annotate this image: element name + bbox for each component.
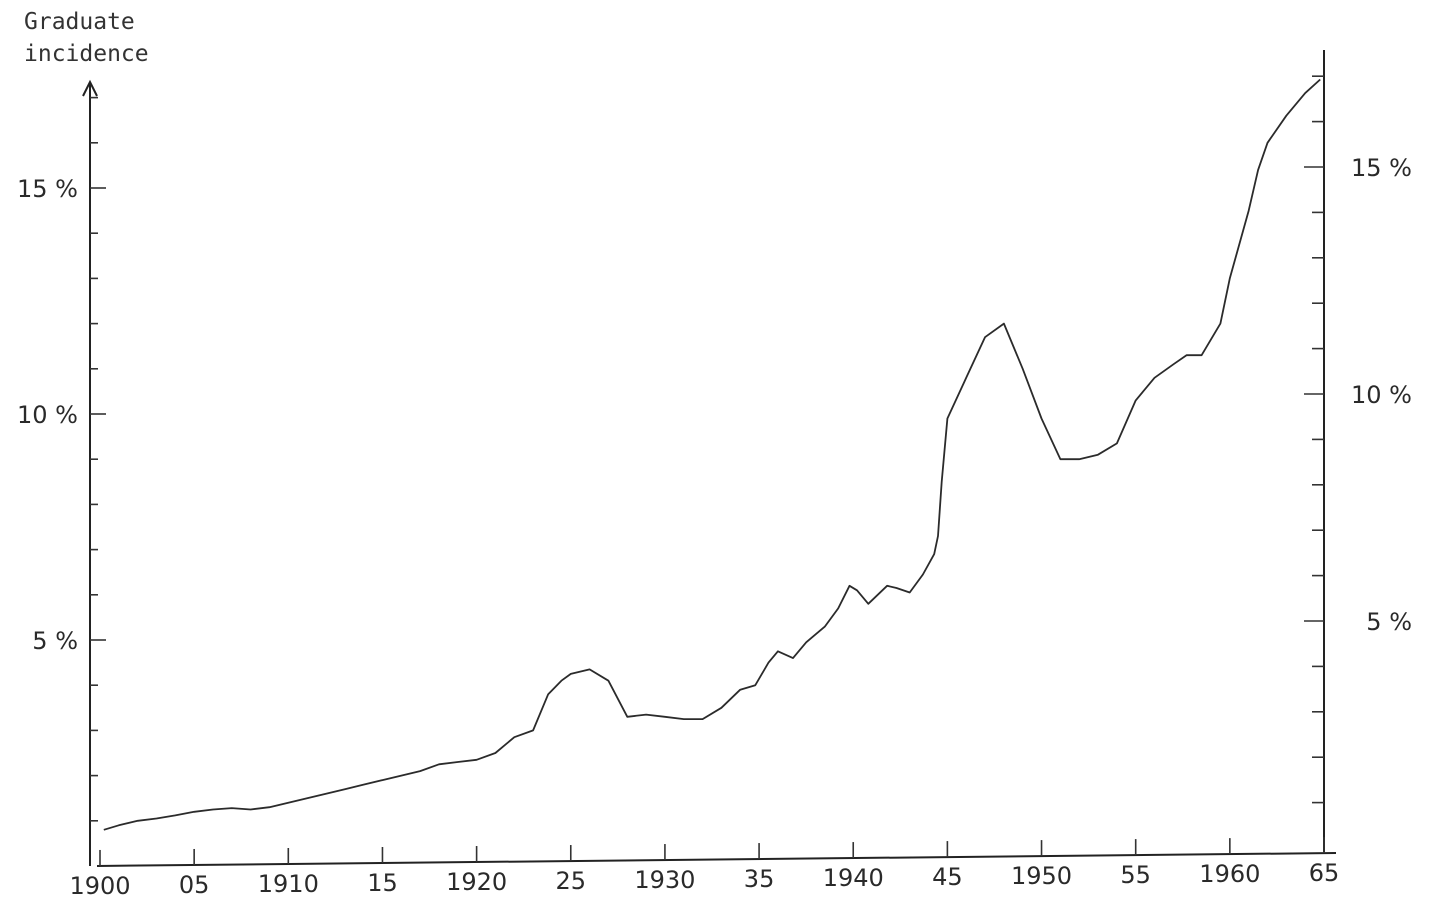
- x-tick-label: 1950: [1011, 862, 1072, 890]
- x-tick-label: 35: [744, 865, 775, 893]
- right-y-tick-label: 15 %: [1351, 154, 1412, 182]
- x-tick-label: 1930: [634, 866, 695, 894]
- series-group: [103, 78, 1321, 831]
- x-tick-label: 45: [932, 863, 963, 891]
- right-y-tick-label: 5 %: [1366, 608, 1412, 636]
- series-line-0: [103, 78, 1321, 831]
- x-tick-label: 05: [179, 871, 210, 899]
- left-y-ticks: 5 % 10 % 15 %: [17, 96, 106, 822]
- x-tick-label: 25: [555, 867, 586, 895]
- y-axis-label-line-1: Graduate: [24, 9, 135, 35]
- x-tick-label: 1960: [1199, 860, 1260, 888]
- x-tick-label: 15: [367, 869, 398, 897]
- x-ticks: 1900 05 1910 15 1920 25 1930 35 1940 45 1950 55 1960…: [69, 837, 1339, 900]
- x-tick-label: 65: [1309, 859, 1340, 887]
- x-axis: [96, 852, 1337, 867]
- right-y-ticks: 5 % 10 % 15 %: [1304, 75, 1412, 804]
- x-tick-label: 1940: [823, 864, 884, 892]
- left-y-tick-label: 10 %: [17, 401, 78, 429]
- x-tick-label: 1910: [258, 870, 319, 898]
- y-axis-label: Graduate incidence: [24, 9, 149, 67]
- y-axis-arrow: [82, 79, 98, 97]
- x-tick-label: 1900: [69, 872, 130, 900]
- x-tick-label: 1920: [446, 868, 507, 896]
- left-y-tick-label: 5 %: [32, 627, 78, 655]
- right-y-tick-label: 10 %: [1351, 381, 1412, 409]
- y-axis-label-line-2: incidence: [24, 41, 149, 67]
- left-y-tick-label: 15 %: [17, 175, 78, 203]
- x-tick-label: 55: [1120, 861, 1151, 889]
